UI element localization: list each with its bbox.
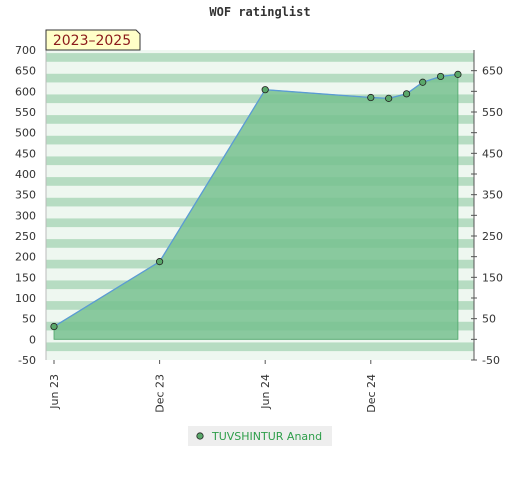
data-point: [367, 93, 375, 102]
chart-title: WOF ratinglist: [209, 5, 310, 19]
data-point: [261, 86, 269, 94]
series-layer: [50, 70, 462, 331]
x-axis: Jun 23 Dec 23 Jun 24 Dec 24: [48, 360, 378, 413]
data-point: [50, 322, 58, 331]
y-tick-label-right: 150: [482, 271, 503, 284]
y-tick-label: -50: [18, 354, 36, 367]
y-tick-label: 250: [15, 230, 36, 243]
badge-box: [45, 29, 141, 51]
data-point: [402, 90, 411, 98]
y-tick-label: 0: [29, 333, 36, 346]
x-tick-label: Dec 24: [365, 374, 378, 413]
y-axis-right: -50 50 150 250 350 450 550 650: [471, 65, 503, 367]
y-tick-label: 400: [15, 168, 36, 181]
y-tick-label: 350: [15, 189, 36, 202]
y-tick-label: 500: [15, 127, 36, 140]
y-tick-label: 550: [15, 106, 36, 119]
y-tick-label: 600: [15, 85, 36, 98]
data-point: [437, 72, 445, 81]
y-tick-label: 50: [22, 313, 36, 326]
legend-box: [188, 426, 332, 446]
y-tick-label: 450: [15, 147, 36, 160]
y-tick-label-right: 250: [482, 230, 503, 243]
data-point: [155, 258, 164, 266]
period-badge: 2023–2025: [45, 29, 141, 51]
y-tick-label: 150: [15, 271, 36, 284]
grid-band: [46, 53, 474, 62]
grid-band: [46, 342, 474, 352]
y-tick-label: 100: [15, 292, 36, 305]
data-point: [454, 70, 462, 78]
data-point: [419, 78, 427, 86]
y-axis-left: -50 0 50 100 150 200 250 300 350 400 450 500 550 600 6…: [15, 44, 36, 367]
legend-marker: [196, 432, 204, 440]
y-tick-label-right: 50: [482, 313, 496, 326]
legend[interactable]: TUVSHINTUR Anand: [188, 426, 332, 446]
axes: [45, 50, 475, 360]
grid-band: [46, 73, 474, 83]
badge-label: 2023–2025: [53, 33, 131, 49]
legend-label: TUVSHINTUR Anand: [211, 430, 322, 443]
y-tick-label: 300: [15, 209, 36, 222]
x-tick-label: Jun 24: [259, 374, 272, 410]
y-tick-label-right: -50: [482, 354, 500, 367]
y-tick-label-right: 450: [482, 147, 503, 160]
data-point: [385, 94, 393, 102]
y-tick-label-right: 350: [482, 189, 503, 202]
y-tick-label: 650: [15, 65, 36, 78]
y-tick-label-right: 650: [482, 65, 503, 78]
x-tick-label: Jun 23: [48, 374, 61, 410]
y-tick-label-right: 550: [482, 106, 503, 119]
y-tick-label: 700: [15, 44, 36, 57]
x-tick-label: Dec 23: [154, 374, 167, 413]
y-tick-label: 200: [15, 251, 36, 264]
